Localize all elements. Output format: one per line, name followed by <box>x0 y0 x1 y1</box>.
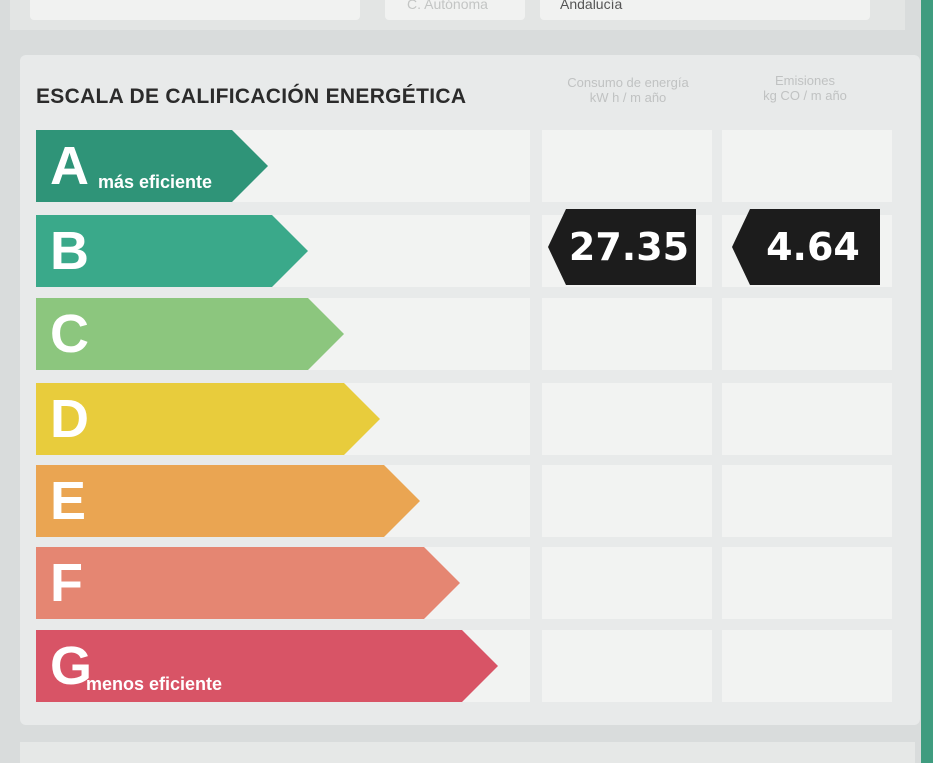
green-page-edge <box>921 0 933 763</box>
consumo-rating-badge: 27.35 <box>548 209 696 285</box>
emisiones-cell <box>722 298 892 370</box>
emisiones-cell <box>722 383 892 455</box>
emisiones-cell <box>722 130 892 202</box>
energy-class-note: más eficiente <box>98 172 213 192</box>
consumo-cell <box>542 130 712 202</box>
consumo-column-header: Consumo de energía kW h / m año <box>538 75 718 105</box>
energy-class-letter: A <box>50 136 89 196</box>
comunidad-label: C. Autónoma <box>407 0 488 12</box>
consumo-cell <box>542 298 712 370</box>
consumo-header-line2: kW h / m año <box>589 90 667 105</box>
emisiones-header-line1: Emisiones <box>775 73 835 88</box>
emisiones-column-header: Emisiones kg CO / m año <box>725 73 885 103</box>
emisiones-cell <box>722 547 892 619</box>
energy-class-letter: B <box>50 221 89 281</box>
arrow-shape-icon <box>36 130 268 202</box>
rating-arrow-icon <box>732 209 880 285</box>
scale-title: ESCALA DE CALIFICACIÓN ENERGÉTICA <box>36 85 467 108</box>
top-info-strip: C. Autónoma Andalucía <box>10 0 905 30</box>
top-field-value-box: Andalucía <box>540 0 870 20</box>
top-field-left <box>30 0 360 20</box>
consumo-cell <box>542 465 712 537</box>
energy-class-bar-e: E <box>36 465 420 537</box>
energy-class-letter: C <box>50 304 89 364</box>
arrow-shape-icon <box>36 298 344 370</box>
energy-class-bar-d: D <box>36 383 380 455</box>
emisiones-cell <box>722 465 892 537</box>
energy-class-bar-b: B <box>36 215 308 287</box>
bottom-strip <box>20 742 915 763</box>
emisiones-rating-badge: 4.64 <box>732 209 880 285</box>
arrow-shape-icon <box>36 547 460 619</box>
rating-arrow-icon <box>548 209 696 285</box>
consumo-cell <box>542 383 712 455</box>
arrow-shape-icon <box>36 215 308 287</box>
arrow-shape-icon <box>36 383 380 455</box>
top-field-label-box: C. Autónoma <box>385 0 525 20</box>
rating-value: 4.64 <box>766 225 860 269</box>
arrow-shape-icon <box>36 465 420 537</box>
energy-class-letter: E <box>50 471 87 531</box>
energy-class-bar-f: F <box>36 547 460 619</box>
energy-class-letter: G <box>50 636 93 696</box>
rating-value: 27.35 <box>568 225 690 269</box>
arrow-shape-icon <box>36 630 498 702</box>
energy-class-bar-c: C <box>36 298 344 370</box>
energy-class-letter: F <box>50 553 83 613</box>
comunidad-value: Andalucía <box>560 0 623 12</box>
emisiones-header-line2: kg CO / m año <box>763 88 847 103</box>
energy-class-note: menos eficiente <box>86 674 223 694</box>
energy-scale-panel: ESCALA DE CALIFICACIÓN ENERGÉTICA Consum… <box>20 55 920 725</box>
consumo-header-line1: Consumo de energía <box>567 75 689 90</box>
consumo-cell <box>542 630 712 702</box>
energy-class-letter: D <box>50 389 89 449</box>
consumo-cell <box>542 547 712 619</box>
emisiones-cell <box>722 630 892 702</box>
